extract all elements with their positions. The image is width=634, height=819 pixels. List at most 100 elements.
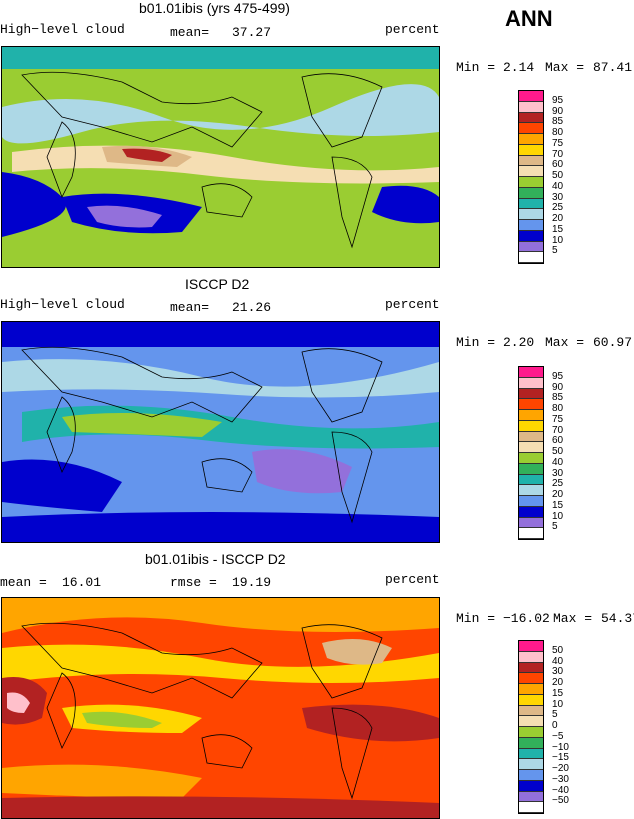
colorbar-level-label: 90 <box>552 381 564 393</box>
colorbar-level-label: 70 <box>552 148 564 160</box>
panel3-southern-band <box>2 764 202 798</box>
panel3-min-label: Min = <box>456 611 496 626</box>
colorbar-level-label: 60 <box>552 435 564 447</box>
colorbar-swatch <box>519 496 543 507</box>
panel3-coastline-south-america <box>331 707 373 800</box>
colorbar-level-label: 70 <box>552 424 564 436</box>
colorbar-level-label: 40 <box>552 456 564 468</box>
panel1-max-value: 87.41 <box>593 60 633 75</box>
panel3-coastline-eurasia <box>21 622 263 699</box>
colorbar-swatch <box>519 517 543 529</box>
colorbar-swatch <box>519 420 543 432</box>
colorbar-swatch <box>519 506 543 518</box>
panel3-max-value: 54.37 <box>601 611 634 626</box>
colorbar-level-label: −40 <box>552 784 569 796</box>
colorbar-swatch <box>519 177 543 188</box>
panel1-antarctic-band <box>2 245 439 267</box>
colorbar-swatch <box>519 198 543 210</box>
colorbar-swatch <box>519 684 543 695</box>
colorbar-level-label: 5 <box>552 245 558 257</box>
panel1-warm-pool-2 <box>122 148 172 162</box>
colorbar-level-label: −50 <box>552 795 569 807</box>
colorbar-level-label: 50 <box>552 170 564 181</box>
panel1-subtropic-north-band <box>2 84 439 144</box>
panel1-mean-value: 37.27 <box>232 25 272 40</box>
colorbar-level-label: 85 <box>552 392 564 404</box>
colorbar-swatch <box>519 220 543 231</box>
colorbar-level-label: −10 <box>552 741 569 753</box>
panel2-coastline-eurasia <box>21 346 263 423</box>
panel3-coastline-africa <box>46 672 76 749</box>
panel2-warm-pool <box>62 413 222 437</box>
colorbar-level-label: 90 <box>552 105 564 117</box>
colorbar-swatch <box>519 399 543 410</box>
panel2-coastline-north-america <box>301 348 383 423</box>
panel3-title: b01.01ibis - ISCCP D2 <box>145 551 286 567</box>
colorbar-swatch <box>519 759 543 770</box>
colorbar-level-label: 30 <box>552 191 564 203</box>
colorbar-level-label: 95 <box>552 370 564 382</box>
panel1-min-value: 2.14 <box>503 60 535 75</box>
colorbar-level-label: 20 <box>552 489 564 500</box>
panel1-south-pacific-low <box>372 185 439 224</box>
colorbar-level-label: −15 <box>552 752 569 764</box>
colorbar-level-label: 0 <box>552 720 558 731</box>
colorbar-level-label: 15 <box>552 223 564 235</box>
colorbar-level-label: 40 <box>552 655 564 667</box>
colorbar-level-label: 25 <box>552 478 564 490</box>
colorbar-swatch <box>519 442 543 453</box>
panel3-atlantic-max <box>7 692 30 713</box>
panel3-indian-neg <box>82 711 162 728</box>
colorbar-swatch <box>519 662 543 674</box>
colorbar-swatch <box>519 463 543 475</box>
colorbar-level-label: 10 <box>552 510 564 522</box>
colorbar-swatch <box>519 651 543 663</box>
colorbar-level-label: −30 <box>552 773 569 785</box>
colorbar-swatch <box>519 209 543 220</box>
panel3-midlat-north <box>2 644 439 683</box>
colorbar-level-label: 5 <box>552 709 558 721</box>
panel2-coastline-south-america <box>331 431 373 524</box>
panel2-map <box>1 321 440 543</box>
colorbar-swatch <box>519 641 543 652</box>
panel1-title: b01.01ibis (yrs 475-499) <box>139 0 290 16</box>
panel1-south-indian-min <box>87 205 162 228</box>
colorbar-swatch <box>519 241 543 253</box>
panel3-mean-value: 16.01 <box>62 575 102 590</box>
panel2-min-value: 2.20 <box>503 335 535 350</box>
colorbar-swatch <box>519 230 543 242</box>
colorbar-swatch <box>519 123 543 134</box>
panel1-mean-label: mean= <box>170 25 210 40</box>
colorbar-swatch <box>519 802 543 813</box>
colorbar-level-label: 75 <box>552 137 564 149</box>
panel2-max-label: Max = <box>545 335 585 350</box>
colorbar-swatch <box>519 187 543 199</box>
colorbar-level-label: 10 <box>552 234 564 246</box>
panel1-coastline-eurasia <box>21 71 263 148</box>
panel1-coastline-africa <box>46 121 76 198</box>
panel2-coastline-australia <box>201 458 253 493</box>
colorbar-swatch <box>519 252 543 263</box>
panel1-coastline-south-america <box>331 156 373 249</box>
colorbar-swatch <box>519 453 543 464</box>
colorbar-swatch <box>519 694 543 706</box>
colorbar-level-label: 30 <box>552 467 564 479</box>
colorbar-swatch <box>519 780 543 792</box>
panel3-antarctic-band <box>2 796 439 818</box>
panel2-mean-value: 21.26 <box>232 300 272 315</box>
panel1-coastline-australia <box>201 183 253 218</box>
panel1-south-atlantic-low <box>2 172 66 237</box>
colorbar-level-label: 10 <box>552 698 564 710</box>
colorbar-swatch <box>519 155 543 167</box>
colorbar-swatch <box>519 791 543 803</box>
panel1-min-label: Min = <box>456 60 496 75</box>
panel2-colorbar <box>518 366 544 540</box>
colorbar-swatch <box>519 134 543 145</box>
panel2-mean-label: mean= <box>170 300 210 315</box>
colorbar-level-label: 15 <box>552 687 564 699</box>
colorbar-swatch <box>519 377 543 389</box>
colorbar-level-label: 5 <box>552 521 558 533</box>
colorbar-swatch <box>519 388 543 400</box>
colorbar-swatch <box>519 91 543 102</box>
panel2-units: percent <box>385 297 440 312</box>
